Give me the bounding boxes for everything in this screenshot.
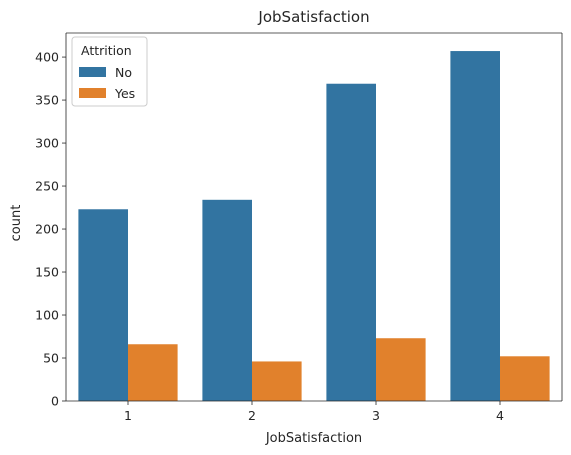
y-tick-label: 400 [35, 50, 59, 65]
x-tick-label: 4 [496, 408, 504, 423]
bar-yes-1 [128, 344, 178, 401]
legend-title: Attrition [81, 43, 132, 58]
y-tick-label: 300 [35, 136, 59, 151]
legend-swatch-no [79, 67, 106, 77]
x-tick-label: 3 [372, 408, 380, 423]
y-tick-label: 250 [35, 179, 59, 194]
y-tick-label: 50 [43, 351, 59, 366]
bar-no-1 [78, 209, 128, 401]
bar-yes-4 [500, 356, 550, 401]
y-tick-label: 350 [35, 93, 59, 108]
y-tick-label: 200 [35, 222, 59, 237]
legend: Attrition No Yes [71, 36, 148, 107]
bar-yes-3 [376, 338, 426, 401]
bar-no-3 [326, 83, 376, 401]
plot-area: 0 50 100 150 200 250 300 350 400 1 2 3 4 [35, 32, 563, 423]
legend-label-yes: Yes [114, 86, 135, 101]
legend-swatch-yes [79, 88, 106, 98]
x-tick-label: 2 [248, 408, 256, 423]
x-axis-label: JobSatisfaction [265, 431, 362, 446]
y-axis-label: count [9, 205, 24, 242]
y-tick-label: 0 [51, 394, 59, 409]
x-tick-label: 1 [124, 408, 132, 423]
bar-no-2 [202, 199, 252, 401]
chart-title: JobSatisfaction [257, 8, 369, 26]
bar-no-4 [450, 51, 500, 401]
legend-label-no: No [115, 65, 132, 80]
y-tick-label: 150 [35, 265, 59, 280]
y-tick-label: 100 [35, 308, 59, 323]
bar-yes-2 [252, 361, 302, 401]
